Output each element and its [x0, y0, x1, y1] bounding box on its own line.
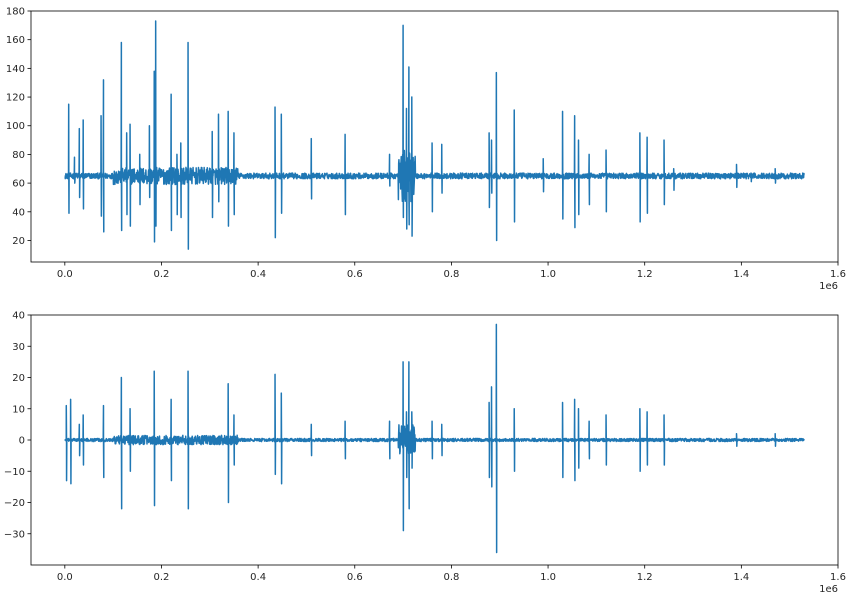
axes-frame [30, 10, 839, 263]
x-offset-label: 1e6 [819, 584, 838, 595]
x-tick-label: 0.2 [154, 572, 170, 583]
x-tick-label: 0.4 [250, 269, 266, 280]
x-tick-label: 0.6 [347, 269, 363, 280]
y-tick-label: 40 [12, 311, 25, 322]
x-tick-label: 0.0 [57, 269, 73, 280]
x-tick-label: 1.0 [540, 572, 556, 583]
y-tick-label: 100 [6, 121, 25, 132]
series-line [64, 20, 805, 250]
y-tick-label: −30 [4, 529, 25, 540]
y-tick-label: 30 [12, 342, 25, 353]
x-tick-label: 1.2 [637, 572, 653, 583]
x-tick-label: 1.2 [637, 269, 653, 280]
x-tick-label: 1.4 [733, 572, 749, 583]
y-tick-label: 160 [6, 35, 25, 46]
y-tick-label: 40 [12, 207, 25, 218]
x-tick-label: 1.4 [733, 269, 749, 280]
y-tick-label: 120 [6, 93, 25, 104]
x-tick-label: 0.2 [154, 269, 170, 280]
x-tick-label: 1.6 [830, 269, 846, 280]
x-tick-label: 0.8 [443, 572, 459, 583]
y-tick-label: 0 [19, 436, 25, 447]
y-tick-label: 180 [6, 7, 25, 18]
x-offset-label: 1e6 [819, 281, 838, 292]
y-tick-label: 80 [12, 150, 25, 161]
y-tick-label: −10 [4, 467, 25, 478]
y-tick-label: 20 [12, 236, 25, 247]
x-tick-label: 0.6 [347, 572, 363, 583]
y-tick-label: 20 [12, 373, 25, 384]
x-tick-label: 0.8 [443, 269, 459, 280]
y-tick-label: 10 [12, 404, 25, 415]
x-tick-label: 0.0 [57, 572, 73, 583]
y-tick-label: −20 [4, 498, 25, 509]
x-tick-label: 0.4 [250, 572, 266, 583]
series-line [64, 323, 805, 554]
x-tick-label: 1.0 [540, 269, 556, 280]
x-tick-label: 1.6 [830, 572, 846, 583]
y-tick-label: 140 [6, 64, 25, 75]
y-tick-label: 60 [12, 179, 25, 190]
